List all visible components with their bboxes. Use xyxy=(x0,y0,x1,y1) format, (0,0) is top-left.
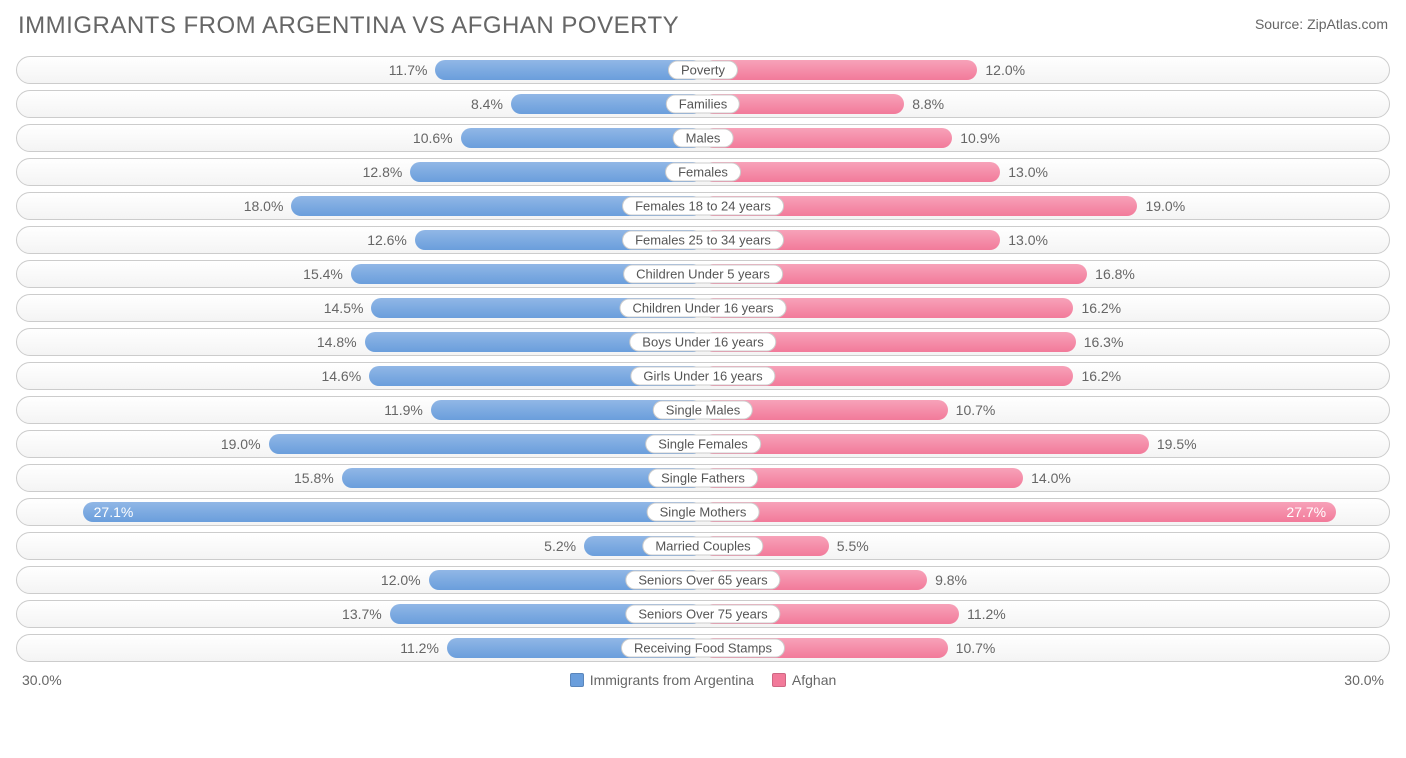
chart-row: 14.5% 16.2% Children Under 16 years xyxy=(16,294,1390,322)
category-label: Girls Under 16 years xyxy=(630,367,775,386)
value-label-left: 14.5% xyxy=(324,300,364,316)
value-label-left: 19.0% xyxy=(221,436,261,452)
value-label-left: 27.1% xyxy=(94,504,134,520)
value-label-right: 14.0% xyxy=(1031,470,1071,486)
chart-row: 19.0% 19.5% Single Females xyxy=(16,430,1390,458)
bar-left xyxy=(269,434,703,454)
category-label: Single Mothers xyxy=(647,503,760,522)
chart-container: IMMIGRANTS FROM ARGENTINA VS AFGHAN POVE… xyxy=(0,0,1406,700)
chart-header: IMMIGRANTS FROM ARGENTINA VS AFGHAN POVE… xyxy=(10,8,1396,56)
value-label-right: 19.0% xyxy=(1145,198,1185,214)
chart-rows: 11.7%12.0%Poverty8.4%8.8%Families10.6%10… xyxy=(10,56,1396,662)
category-label: Females 18 to 24 years xyxy=(622,197,784,216)
legend: Immigrants from Argentina Afghan xyxy=(570,672,837,688)
category-label: Seniors Over 65 years xyxy=(625,571,780,590)
value-label-right: 9.8% xyxy=(935,572,967,588)
category-label: Single Males xyxy=(653,401,753,420)
value-label-right: 16.2% xyxy=(1081,300,1121,316)
chart-row: 11.2% 10.7% Receiving Food Stamps xyxy=(16,634,1390,662)
chart-source: Source: ZipAtlas.com xyxy=(1255,12,1388,32)
value-label-right: 27.7% xyxy=(1286,504,1326,520)
bar-right xyxy=(703,128,952,148)
value-label-right: 12.0% xyxy=(985,62,1025,78)
value-label-right: 19.5% xyxy=(1157,436,1197,452)
chart-row: 5.2% 5.5% Married Couples xyxy=(16,532,1390,560)
category-label: Single Females xyxy=(645,435,761,454)
legend-item-left: Immigrants from Argentina xyxy=(570,672,754,688)
chart-row: 27.1% 27.7% Single Mothers xyxy=(16,498,1390,526)
legend-label-right: Afghan xyxy=(792,672,836,688)
value-label-left: 18.0% xyxy=(244,198,284,214)
chart-row: 11.9% 10.7% Single Males xyxy=(16,396,1390,424)
chart-title: IMMIGRANTS FROM ARGENTINA VS AFGHAN POVE… xyxy=(18,12,679,40)
value-label-left: 8.4% xyxy=(471,96,503,112)
category-label: Females xyxy=(665,163,741,182)
value-label-right: 10.7% xyxy=(956,640,996,656)
legend-item-right: Afghan xyxy=(772,672,836,688)
category-label: Children Under 16 years xyxy=(620,299,787,318)
chart-row: 12.8% 13.0% Females xyxy=(16,158,1390,186)
bar-right xyxy=(703,162,1000,182)
value-label-right: 16.2% xyxy=(1081,368,1121,384)
chart-row: 15.8% 14.0% Single Fathers xyxy=(16,464,1390,492)
value-label-right: 16.8% xyxy=(1095,266,1135,282)
value-label-right: 5.5% xyxy=(837,538,869,554)
value-label-right: 16.3% xyxy=(1084,334,1124,350)
chart-row: 14.6% 16.2% Girls Under 16 years xyxy=(16,362,1390,390)
bar-left xyxy=(461,128,703,148)
value-label-right: 11.2% xyxy=(967,606,1006,622)
chart-footer: 30.0% Immigrants from Argentina Afghan 3… xyxy=(10,662,1396,692)
value-label-right: 8.8% xyxy=(912,96,944,112)
value-label-left: 13.7% xyxy=(342,606,382,622)
bar-left xyxy=(83,502,703,522)
bar-left xyxy=(410,162,703,182)
chart-row: 15.4% 16.8% Children Under 5 years xyxy=(16,260,1390,288)
legend-swatch-right xyxy=(772,673,786,687)
chart-row: 12.0% 9.8% Seniors Over 65 years xyxy=(16,566,1390,594)
value-label-left: 11.9% xyxy=(384,402,423,418)
axis-left-max: 30.0% xyxy=(22,672,62,688)
value-label-left: 14.8% xyxy=(317,334,357,350)
chart-row: 14.8% 16.3% Boys Under 16 years xyxy=(16,328,1390,356)
axis-right-max: 30.0% xyxy=(1344,672,1384,688)
value-label-left: 11.2% xyxy=(400,640,439,656)
value-label-left: 12.0% xyxy=(381,572,421,588)
category-label: Poverty xyxy=(668,61,738,80)
category-label: Males xyxy=(673,129,734,148)
chart-row: 12.6% 13.0% Females 25 to 34 years xyxy=(16,226,1390,254)
category-label: Females 25 to 34 years xyxy=(622,231,784,250)
category-label: Receiving Food Stamps xyxy=(621,639,785,658)
value-label-right: 10.9% xyxy=(960,130,1000,146)
value-label-left: 15.4% xyxy=(303,266,343,282)
chart-row: 11.7% 12.0% Poverty xyxy=(16,56,1390,84)
category-label: Married Couples xyxy=(642,537,763,556)
value-label-left: 10.6% xyxy=(413,130,453,146)
value-label-left: 15.8% xyxy=(294,470,334,486)
category-label: Boys Under 16 years xyxy=(629,333,776,352)
bar-right xyxy=(703,502,1336,522)
value-label-left: 12.8% xyxy=(363,164,403,180)
bar-right xyxy=(703,60,977,80)
chart-row: 8.4% 8.8% Families xyxy=(16,90,1390,118)
legend-label-left: Immigrants from Argentina xyxy=(590,672,754,688)
chart-row: 10.6% 10.9% Males xyxy=(16,124,1390,152)
bar-left xyxy=(435,60,703,80)
value-label-left: 5.2% xyxy=(544,538,576,554)
category-label: Seniors Over 75 years xyxy=(625,605,780,624)
category-label: Families xyxy=(666,95,740,114)
category-label: Children Under 5 years xyxy=(623,265,783,284)
value-label-left: 12.6% xyxy=(367,232,407,248)
value-label-right: 13.0% xyxy=(1008,164,1048,180)
chart-row: 18.0% 19.0% Females 18 to 24 years xyxy=(16,192,1390,220)
chart-row: 13.7% 11.2% Seniors Over 75 years xyxy=(16,600,1390,628)
value-label-right: 10.7% xyxy=(956,402,996,418)
value-label-left: 11.7% xyxy=(389,62,428,78)
value-label-right: 13.0% xyxy=(1008,232,1048,248)
category-label: Single Fathers xyxy=(648,469,758,488)
legend-swatch-left xyxy=(570,673,584,687)
value-label-left: 14.6% xyxy=(321,368,361,384)
bar-right xyxy=(703,434,1149,454)
